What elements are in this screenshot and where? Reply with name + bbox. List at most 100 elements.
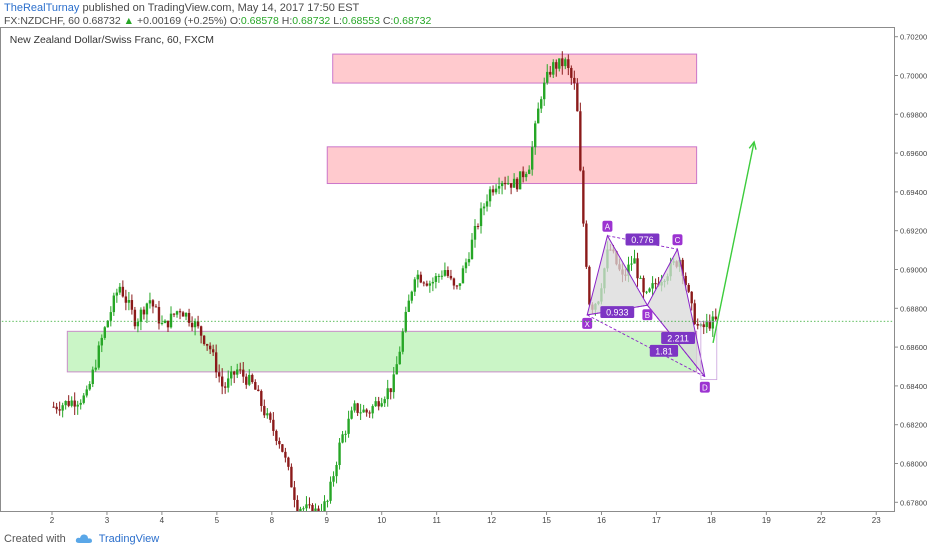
candle-body <box>278 440 281 445</box>
candle-body <box>115 292 119 296</box>
pattern-label: D <box>702 384 708 393</box>
candle-body <box>326 500 329 502</box>
x-tick-label: 5 <box>215 516 220 525</box>
candle-body <box>419 274 423 283</box>
x-tick-label: 10 <box>377 516 386 525</box>
ratio-line-xd <box>586 314 706 378</box>
candle-body <box>106 320 110 328</box>
candle-body <box>67 401 70 406</box>
y-tick-label: 0.68800 <box>900 304 927 313</box>
candle-body <box>537 108 540 124</box>
candle-body <box>52 406 55 408</box>
candle-body <box>684 275 687 285</box>
candle-body <box>449 275 453 279</box>
candle-body <box>257 389 260 392</box>
author-link[interactable]: TheRealTurnay <box>4 2 80 14</box>
candle-body <box>145 303 149 315</box>
candle-body <box>693 303 696 325</box>
candle-body <box>639 277 642 279</box>
candle-body <box>335 465 338 477</box>
candle-body <box>127 300 131 303</box>
candle-body <box>323 501 326 511</box>
candle-body <box>371 406 374 414</box>
candle-body <box>681 259 684 276</box>
x-tick-label: 8 <box>270 516 275 525</box>
y-tick-label: 0.70200 <box>900 33 927 42</box>
candle-body <box>377 401 380 407</box>
candle-body <box>266 413 269 416</box>
created-with-text: Created with <box>4 533 66 545</box>
candle-body <box>236 369 239 375</box>
x-tick-label: 16 <box>597 516 606 525</box>
candle-body <box>130 300 134 310</box>
candle-body <box>254 381 257 390</box>
candle-body <box>702 324 705 328</box>
x-tick-label: 4 <box>160 516 165 525</box>
candle-body <box>94 367 97 370</box>
candle-body <box>245 376 248 385</box>
candle-body <box>329 481 332 501</box>
candle-body <box>425 283 429 286</box>
candle-body <box>148 300 152 304</box>
candle-body <box>518 171 522 190</box>
ratio-label: 0.933 <box>606 308 628 318</box>
candle-body <box>392 374 395 393</box>
candle-body <box>633 258 636 264</box>
candle-body <box>570 67 573 78</box>
ratio-label: 0.776 <box>631 235 653 245</box>
x-tick-label: 9 <box>325 516 330 525</box>
close-value: 0.68732 <box>393 15 432 27</box>
candle-body <box>452 278 456 286</box>
candle-body <box>437 275 441 277</box>
candle-body <box>239 369 242 371</box>
candle-body <box>588 266 591 305</box>
candle-body <box>166 320 170 328</box>
candle-body <box>558 58 561 69</box>
ratio-badge <box>649 344 679 357</box>
candle-body <box>470 239 474 260</box>
y-tick-label: 0.69600 <box>900 149 927 158</box>
candle-body <box>527 169 531 174</box>
chart-title: New Zealand Dollar/Swiss Franc, 60, FXCM <box>10 35 214 46</box>
change-up-icon: ▲ <box>123 15 135 27</box>
candle-body <box>293 487 296 500</box>
candle-body <box>479 208 483 227</box>
candle-body <box>178 311 182 313</box>
candle-body <box>374 401 377 407</box>
x-tick-label: 19 <box>762 516 771 525</box>
price-axis[interactable]: 0.70200 0.70000 0.69800 0.69600 0.69400 0.692… <box>895 27 932 512</box>
candle-body <box>524 173 528 178</box>
candle-body <box>184 312 188 317</box>
candle-body <box>196 321 200 327</box>
candle-body <box>410 291 413 301</box>
candle-body <box>431 281 435 284</box>
candle-body <box>79 402 82 405</box>
published-text: published on TradingView.com, May 14, 20… <box>82 2 360 14</box>
candle-body <box>242 369 245 377</box>
x-tick-label: 17 <box>652 516 661 525</box>
candle-body <box>380 403 383 407</box>
candle-body <box>416 274 420 280</box>
candle-body <box>193 321 197 328</box>
tradingview-brand-link[interactable]: TradingView <box>98 533 160 545</box>
x-tick-label: 23 <box>872 516 881 525</box>
candle-body <box>199 326 203 336</box>
pattern-label: B <box>645 311 650 320</box>
candle-body <box>651 283 654 289</box>
candle-body <box>103 327 106 338</box>
candle-body <box>76 404 79 407</box>
price-chart[interactable]: X A B C D 0.776 0.933 1.81 2.211 New Zealand Dol… <box>0 27 895 512</box>
candle-body <box>172 313 176 315</box>
candle-body <box>136 321 140 327</box>
candle-body <box>227 378 230 388</box>
x-tick-label: 12 <box>487 516 496 525</box>
y-tick-label: 0.69200 <box>900 227 927 236</box>
candle-body <box>636 258 639 279</box>
ratio-badge <box>600 306 635 319</box>
candle-body <box>534 123 537 148</box>
projection-arrow-head <box>748 140 757 150</box>
candle-body <box>690 291 693 304</box>
chart-header: TheRealTurnay published on TradingView.c… <box>0 0 932 27</box>
candle-body <box>64 401 67 406</box>
time-axis[interactable]: 2 3 4 5 8 9 10 11 12 15 16 17 18 19 22 23 <box>0 512 895 526</box>
